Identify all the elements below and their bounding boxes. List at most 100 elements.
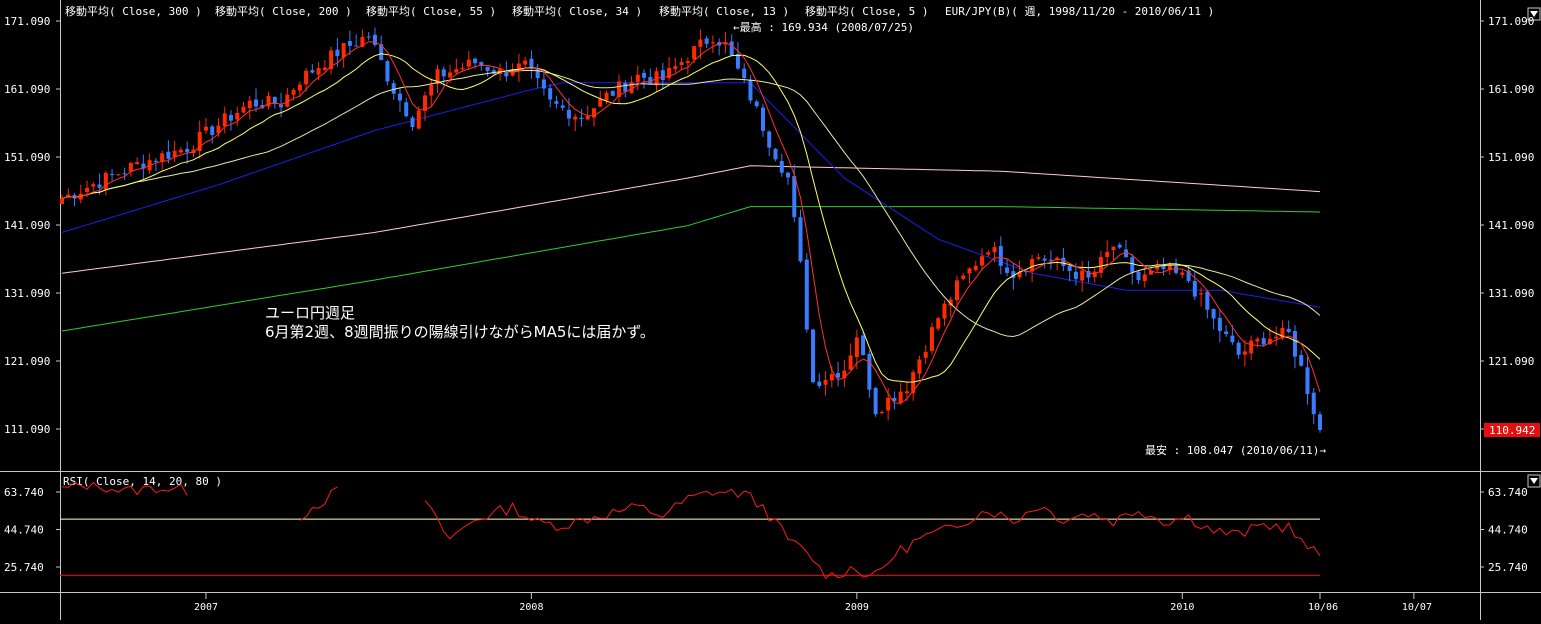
candle-body	[904, 391, 909, 394]
y-tick-label-right: 121.090	[1488, 355, 1534, 368]
moving-average-lines	[61, 82, 1321, 332]
candle-body	[279, 104, 284, 108]
rsi-tick-label-left: 44.740	[4, 524, 44, 537]
candle-body	[685, 61, 690, 64]
candle-body	[1149, 270, 1154, 275]
y-tick-label-left: 171.090	[4, 15, 50, 28]
candle-body	[829, 374, 834, 381]
ma200-line	[61, 206, 1321, 332]
candle-body	[667, 67, 672, 79]
candle-body	[1023, 270, 1028, 272]
candle-body	[354, 45, 359, 47]
main-panel-menu-arrow[interactable]	[1527, 7, 1541, 21]
candle-body	[391, 83, 396, 94]
y-tick-label-left: 141.090	[4, 219, 50, 232]
candle-body	[222, 113, 227, 127]
candle-body	[341, 43, 346, 58]
candle-body	[1048, 259, 1053, 261]
candle-body	[60, 198, 64, 204]
candle-body	[1255, 338, 1260, 342]
rsi-panel-menu-arrow[interactable]	[1527, 474, 1541, 488]
candle-body	[1167, 265, 1172, 271]
candle-body	[329, 50, 334, 70]
candle-body	[1067, 265, 1072, 271]
candle-body	[285, 94, 290, 107]
last-price-box	[1484, 423, 1540, 437]
candle-body	[1030, 258, 1035, 272]
chevron-down-icon[interactable]	[1530, 11, 1538, 17]
candle-body	[1230, 335, 1235, 343]
candle-body	[1280, 327, 1285, 339]
candle-body	[141, 163, 146, 169]
candle-body	[347, 41, 352, 46]
rsi-line	[424, 488, 1321, 580]
candle-body	[767, 131, 772, 148]
candle-body	[97, 184, 102, 188]
chevron-down-icon[interactable]	[1530, 478, 1538, 484]
candle-body	[873, 388, 878, 415]
candle-body	[1211, 309, 1216, 319]
candle-body	[128, 163, 133, 172]
candle-body	[998, 246, 1003, 266]
x-tick-label: 2010	[1170, 602, 1194, 613]
candle-body	[1305, 367, 1310, 394]
candle-body	[886, 397, 891, 411]
candle-body	[479, 62, 484, 66]
candle-body	[135, 162, 140, 165]
rsi-tick-label-right: 25.740	[1488, 561, 1528, 574]
candle-body	[423, 95, 428, 111]
ma5-line	[61, 41, 1321, 404]
candle-body	[1086, 271, 1091, 278]
candle-body	[929, 327, 934, 351]
legend-ma13: 移動平均( Close, 13 )	[659, 4, 789, 18]
candle-body	[504, 70, 509, 77]
candle-body	[967, 268, 972, 274]
candle-body	[197, 131, 202, 151]
candle-body	[266, 95, 271, 107]
candle-body	[948, 299, 953, 306]
y-tick-label-right: 171.090	[1488, 15, 1534, 28]
candle-body	[1105, 251, 1110, 258]
symbol-title: EUR/JPY(B)( 週, 1998/11/20 - 2010/06/11 )	[945, 5, 1214, 18]
candle-body	[1274, 336, 1279, 339]
candle-body	[898, 391, 903, 403]
candle-body	[203, 126, 208, 131]
candle-body	[291, 89, 296, 95]
candle-body	[936, 318, 941, 329]
candle-body	[435, 69, 440, 85]
x-tick-label: 10/07	[1402, 602, 1432, 613]
candle-body	[122, 173, 127, 175]
candle-body	[548, 88, 553, 100]
candle-body	[254, 99, 259, 107]
candle-body	[591, 108, 596, 118]
y-tick-label-right: 151.090	[1488, 151, 1534, 164]
candle-body	[1073, 271, 1078, 279]
candle-body	[1199, 293, 1204, 295]
candle-body	[153, 160, 158, 163]
candle-body	[610, 90, 615, 96]
x-tick-label: 10/06	[1308, 602, 1338, 613]
candle-body	[91, 184, 96, 187]
x-tick-label: 2008	[519, 602, 543, 613]
legend-ma200: 移動平均( Close, 200 )	[215, 4, 352, 18]
candle-body	[1011, 271, 1016, 278]
candle-body	[798, 217, 803, 262]
candle-body	[1299, 355, 1304, 366]
candle-body	[986, 252, 991, 255]
candle-body	[1174, 266, 1179, 273]
candle-body	[642, 72, 647, 78]
legend-ma55: 移動平均( Close, 55 )	[366, 4, 496, 18]
candle-body	[541, 79, 546, 89]
y-tick-label-left: 151.090	[4, 151, 50, 164]
candle-body	[460, 67, 465, 70]
candle-body	[692, 46, 697, 60]
candle-body	[228, 114, 233, 121]
candle-body	[779, 160, 784, 173]
rsi-tick-label-left: 25.740	[4, 561, 44, 574]
candle-body	[648, 77, 653, 84]
candle-body	[1161, 265, 1166, 270]
candle-body	[623, 82, 628, 92]
